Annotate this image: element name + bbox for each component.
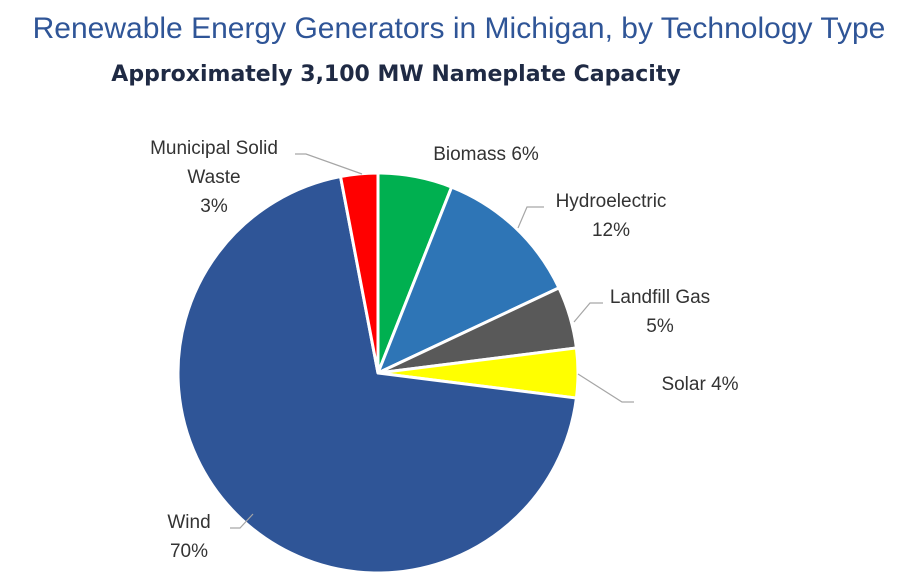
data-label-solar: Solar 4% — [661, 374, 738, 395]
data-label-wind: Wind 70% — [167, 512, 210, 562]
leader-line-hydroelectric — [517, 206, 544, 229]
leader-line-municipal-solid-waste — [295, 153, 363, 175]
data-label-biomass: Biomass 6% — [433, 144, 539, 165]
leader-line-landfill-gas — [573, 302, 603, 323]
pie-slice-municipal-solid-waste — [339, 171, 380, 375]
pie-slice-wind — [176, 175, 578, 575]
pie-slice-hydroelectric — [376, 185, 561, 375]
leader-line-solar — [577, 373, 634, 403]
chart-title: Renewable Energy Generators in Michigan,… — [32, 12, 886, 45]
leader-line-wind — [230, 513, 254, 529]
data-label-hydroelectric: Hydroelectric 12% — [556, 191, 667, 241]
data-label-landfill-gas: Landfill Gas 5% — [610, 287, 710, 337]
data-label-municipal-solid-waste: Municipal Solid Waste 3% — [150, 138, 278, 217]
chart-subtitle: Approximately 3,100 MW Nameplate Capacit… — [111, 62, 681, 87]
